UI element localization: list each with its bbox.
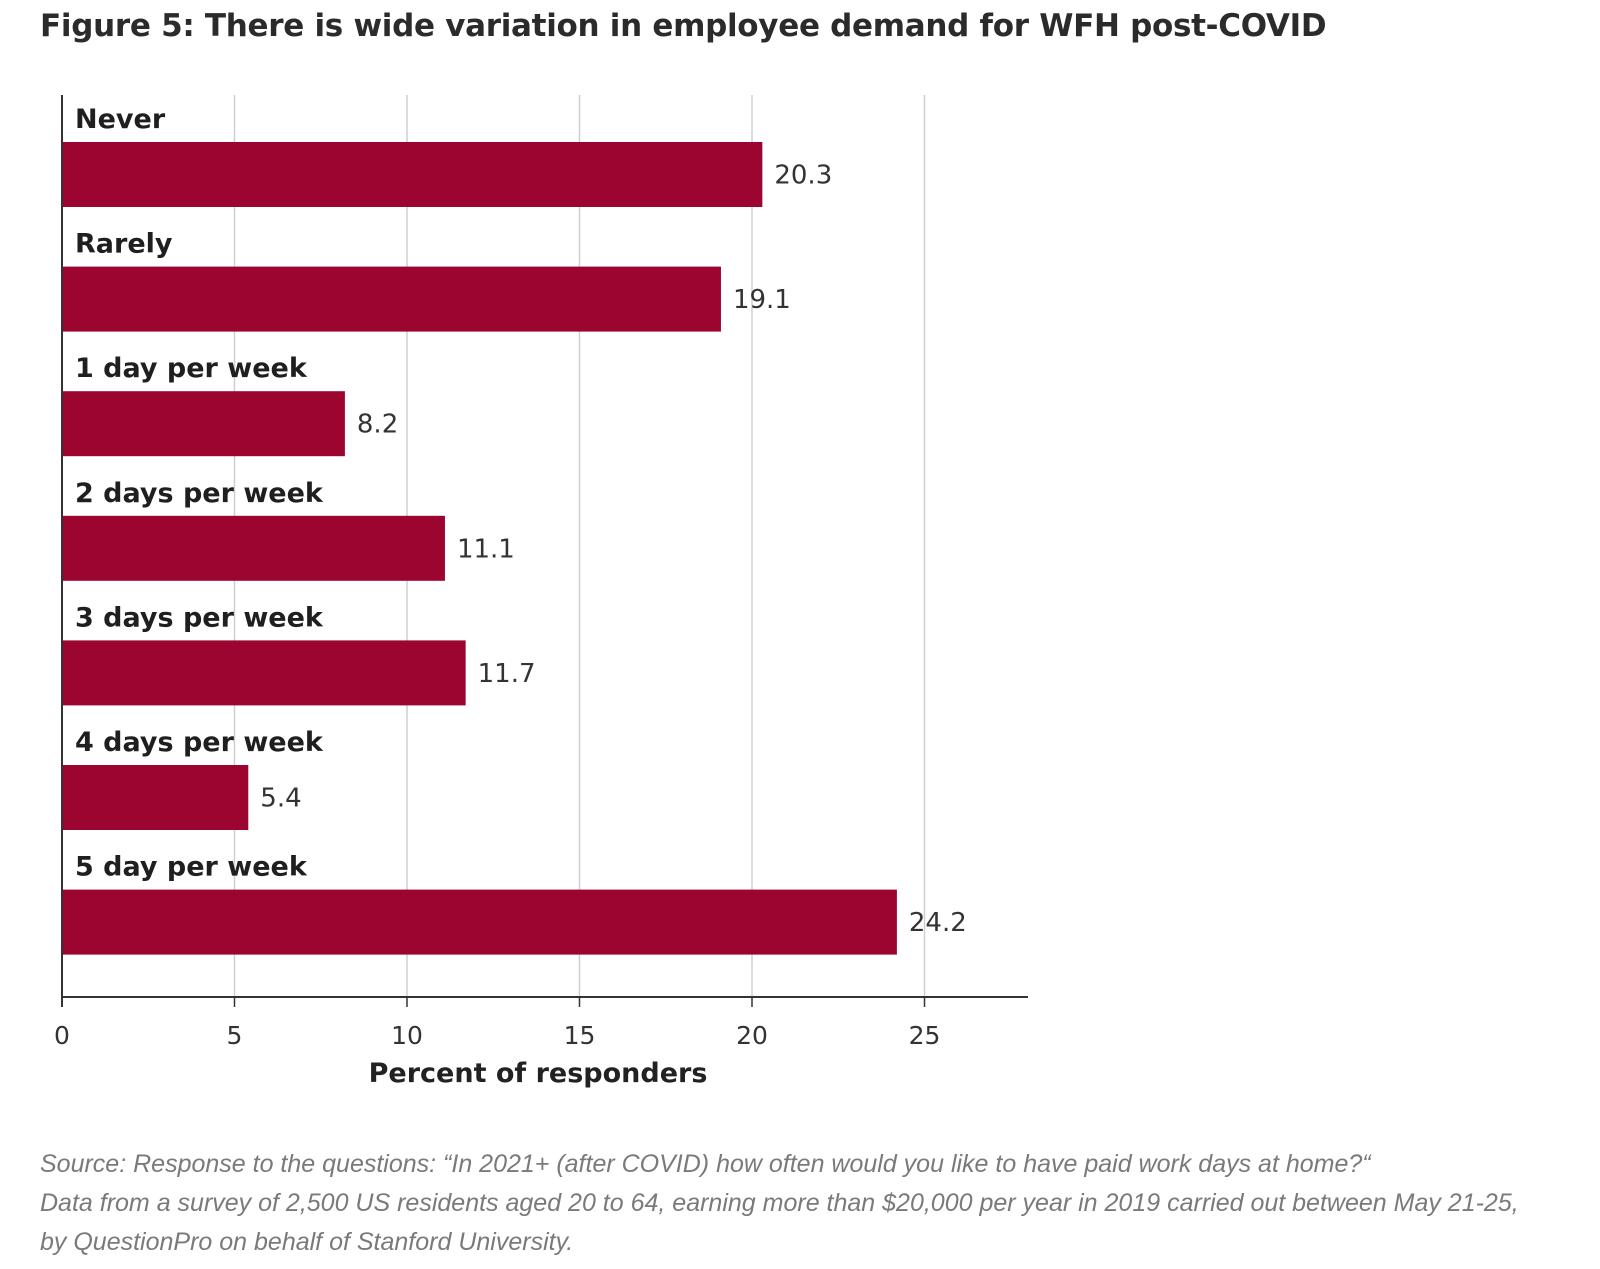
source-line-2: Data from a survey of 2,500 US residents… <box>40 1189 1519 1217</box>
category-label-3: 2 days per week <box>75 478 324 509</box>
bar-0 <box>62 142 763 207</box>
bar-1 <box>62 266 721 332</box>
source-lead: Source: <box>40 1150 127 1178</box>
source-line-3: by QuestionPro on behalf of Stanford Uni… <box>40 1228 574 1256</box>
value-label-0: 20.3 <box>774 161 832 191</box>
category-label-4: 3 days per week <box>75 602 324 633</box>
value-label-4: 11.7 <box>478 659 536 689</box>
value-label-3: 11.1 <box>457 534 515 564</box>
bar-2 <box>62 391 345 457</box>
category-label-1: Rarely <box>75 229 173 260</box>
axes: 0 5 10 15 20 25 <box>54 95 1028 1050</box>
x-axis-title: Percent of responders <box>369 1058 708 1089</box>
category-label-5: 4 days per week <box>75 727 324 758</box>
value-label-5: 5.4 <box>260 784 301 814</box>
category-label-6: 5 day per week <box>75 852 308 883</box>
x-tick-label-15: 15 <box>564 1021 596 1050</box>
category-label-0: Never <box>75 104 166 135</box>
x-tick-label-10: 10 <box>391 1021 423 1050</box>
category-label-2: 1 day per week <box>75 353 308 384</box>
source-text-1: Response to the questions: “In 2021+ (af… <box>126 1150 1371 1178</box>
x-tick-label-5: 5 <box>227 1021 243 1050</box>
value-label-2: 8.2 <box>357 410 398 440</box>
source-line-1: Source: Response to the questions: “In 2… <box>40 1145 1580 1184</box>
bar-6 <box>62 889 897 955</box>
bar-3 <box>62 515 445 581</box>
value-label-6: 24.2 <box>909 908 967 938</box>
bar-chart: Never 20.3 Rarely 19.1 1 day per week 8.2 2 da… <box>54 95 1028 1089</box>
figure-title: Figure 5: There is wide variation in emp… <box>40 8 1327 44</box>
bar-4 <box>62 640 466 706</box>
x-tick-label-20: 20 <box>736 1021 768 1050</box>
value-label-1: 19.1 <box>733 285 791 315</box>
bars: Never 20.3 Rarely 19.1 1 day per week 8.2 2 da… <box>62 104 967 955</box>
bar-5 <box>62 765 249 830</box>
source-note: Source: Response to the questions: “In 2… <box>40 1145 1580 1262</box>
x-tick-label-0: 0 <box>54 1021 70 1050</box>
x-tick-label-25: 25 <box>909 1021 941 1050</box>
